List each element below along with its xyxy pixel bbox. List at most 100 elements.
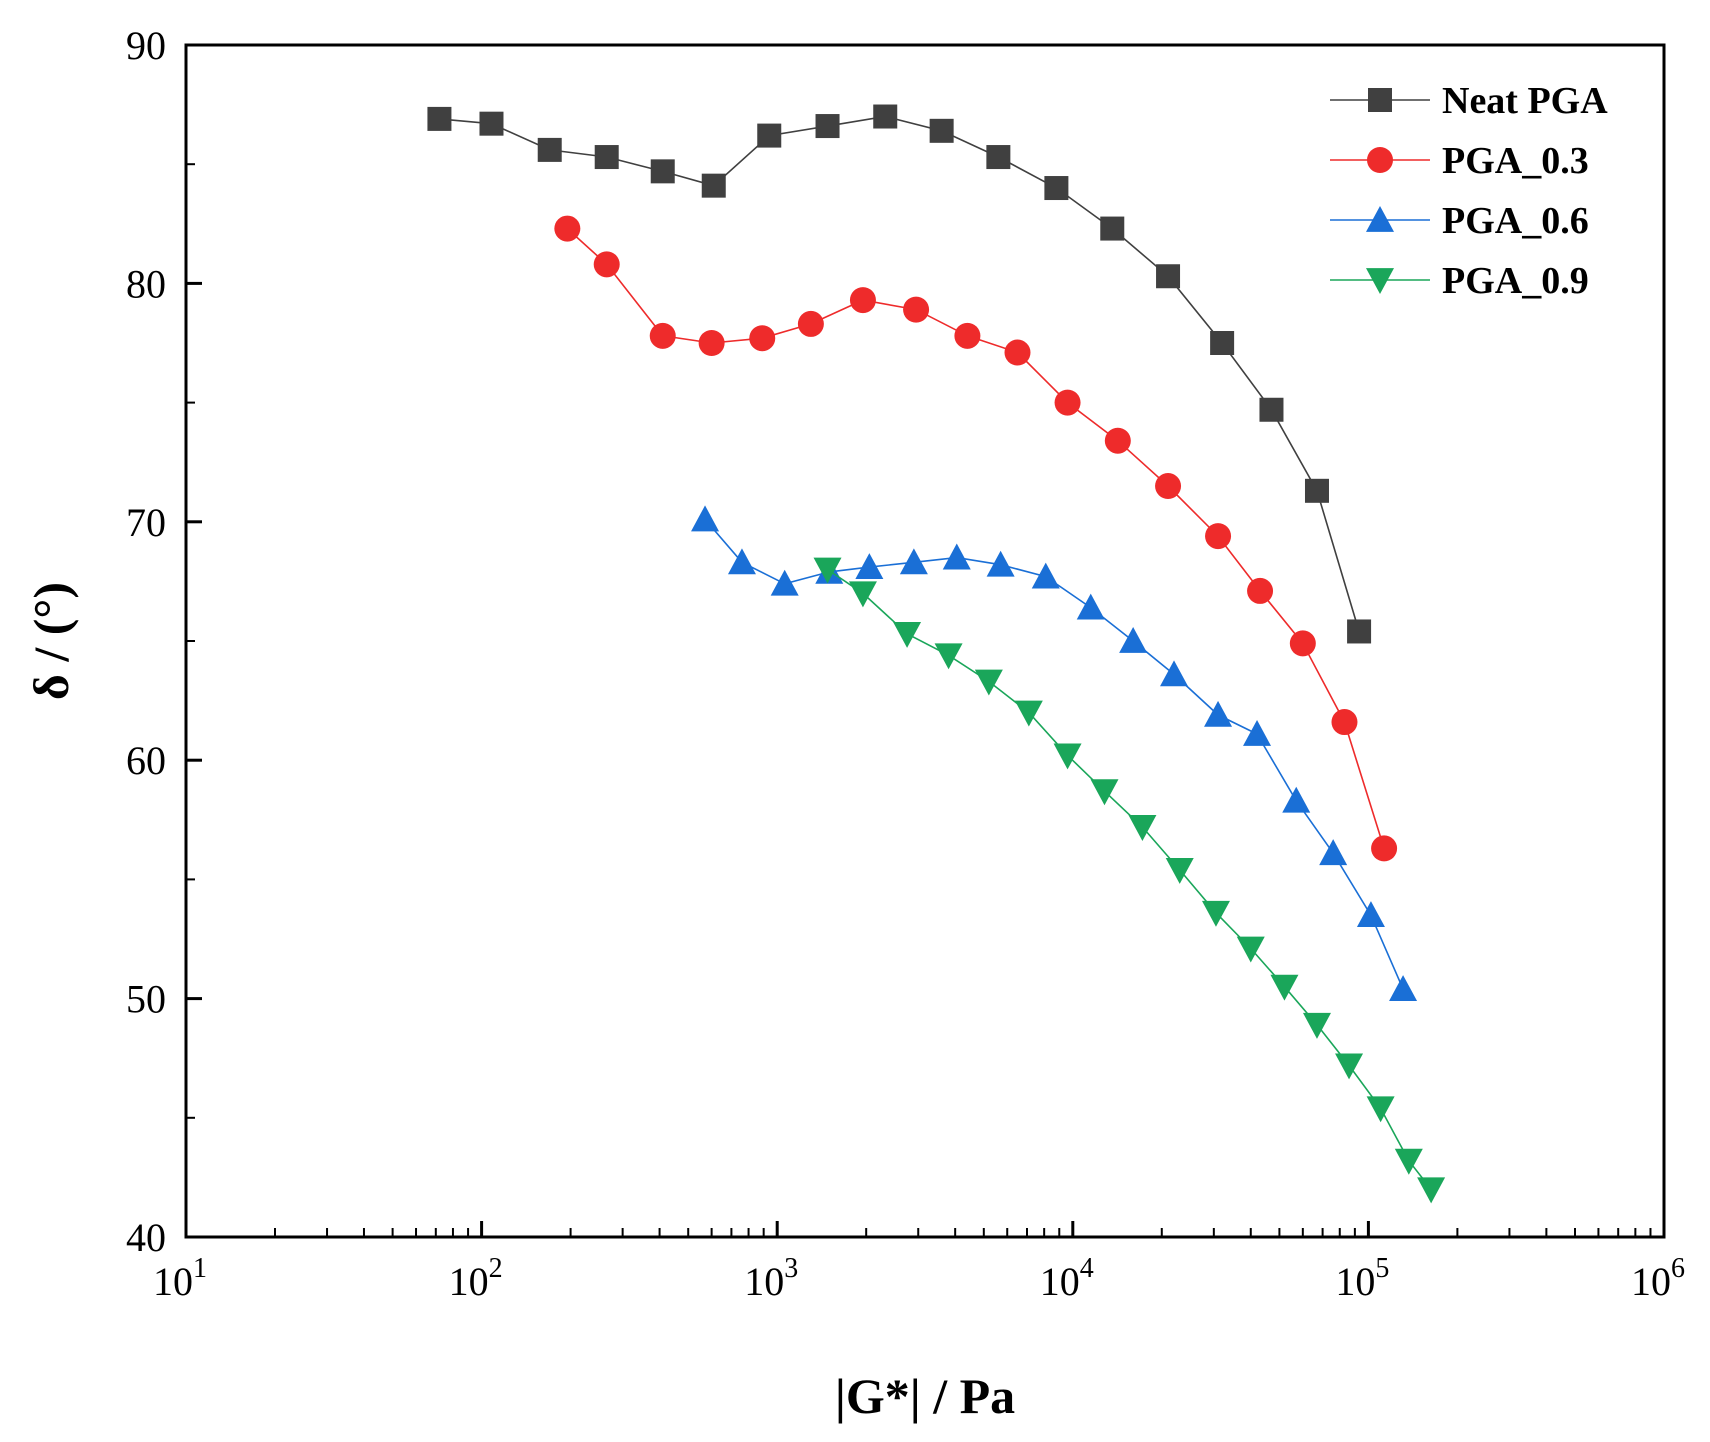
x-tick-label: 105 [1335,1253,1389,1304]
data-point-pga-0-3 [1289,630,1316,657]
data-point-pga-0-3 [1104,427,1131,454]
data-point-pga-0-3 [1155,473,1182,500]
data-point-pga-0-9 [934,643,963,670]
data-point-pga-0-6 [1243,719,1272,746]
data-point-pga-0-3 [849,287,876,314]
data-point-pga-0-9 [1366,1096,1395,1123]
data-point-neat-pga [1259,397,1284,422]
data-point-neat-pga [1156,264,1181,289]
data-point-pga-0-9 [848,581,877,608]
x-tick-label: 106 [1631,1253,1685,1304]
data-point-pga-0-6 [727,548,756,575]
data-point-pga-0-9 [1128,815,1157,841]
data-point-neat-pga [427,106,452,131]
data-point-pga-0-9 [1394,1148,1423,1175]
x-axis-title: |G*| / Pa [835,1368,1015,1424]
data-point-pga-0-9 [813,557,842,584]
legend-marker [1367,147,1393,173]
x-tick-base: 10 [153,1259,193,1304]
data-point-pga-0-6 [1282,786,1311,813]
legend: Neat PGA PGA_0.3 PGA_0.6 PGA_0.9 [1330,80,1608,302]
x-tick-label: 101 [153,1253,207,1304]
x-tick-label: 103 [744,1253,798,1304]
data-point-pga-0-3 [1054,389,1081,416]
data-point-pga-0-3 [554,215,581,242]
data-point-pga-0-6 [1031,562,1060,589]
legend-item-pga-0-3: PGA_0.3 [1330,140,1589,182]
data-point-pga-0-6 [1119,627,1148,653]
data-point-pga-0-6 [1319,839,1348,866]
data-point-pga-0-6 [1204,700,1233,727]
data-point-neat-pga [594,145,619,170]
legend-item-neat-pga: Neat PGA [1330,80,1608,122]
data-point-neat-pga [929,118,954,143]
legend-label: PGA_0.6 [1442,200,1589,242]
data-point-pga-0-3 [698,330,725,356]
data-point-neat-pga [1304,478,1329,503]
y-tick-label: 50 [126,977,166,1022]
data-point-neat-pga [757,123,782,148]
y-tick-label: 70 [126,500,166,545]
x-tick-exponent: 1 [193,1253,207,1284]
series-line-pga-0-6 [704,518,1404,990]
data-point-pga-0-9 [1165,857,1194,884]
data-point-neat-pga [1100,216,1125,241]
x-tick-base: 10 [1040,1259,1080,1304]
data-point-pga-0-6 [1389,975,1418,1001]
x-tick-exponent: 4 [1080,1253,1094,1284]
data-point-neat-pga [701,173,726,198]
legend-label: Neat PGA [1442,80,1608,122]
data-point-pga-0-3 [649,322,676,349]
x-axis-title-text: |G*| / Pa [835,1368,1015,1424]
x-tick-base: 10 [744,1259,784,1304]
legend-marker [1366,206,1394,232]
data-point-pga-0-9 [1201,900,1230,927]
data-point-neat-pga [1210,331,1235,355]
data-point-pga-0-9 [1053,743,1082,770]
data-point-pga-0-3 [797,310,824,337]
series-pga-0-9 [813,557,1446,1204]
series-line-pga-0-3 [566,228,1385,849]
legend-label: PGA_0.3 [1442,140,1589,182]
x-tick-base: 10 [1631,1259,1671,1304]
data-point-pga-0-6 [770,569,799,596]
data-point-pga-0-9 [1417,1177,1446,1204]
data-point-neat-pga [986,145,1011,170]
legend-label: PGA_0.9 [1442,260,1589,302]
data-point-pga-0-3 [749,325,776,352]
data-point-pga-0-9 [1014,700,1043,727]
x-tick-exponent: 6 [1671,1253,1685,1284]
data-point-neat-pga [1347,619,1372,644]
y-axis-title-text: δ / (°) [23,582,79,700]
x-tick-exponent: 2 [489,1253,503,1284]
x-tick-label: 104 [1040,1253,1094,1304]
data-point-pga-0-9 [1302,1012,1331,1039]
data-point-pga-0-9 [893,621,922,648]
series-pga-0-6 [691,505,1418,1001]
y-axis-title: δ / (°) [23,582,79,700]
data-point-pga-0-6 [691,505,720,532]
x-tick-base: 10 [1335,1259,1375,1304]
data-point-pga-0-9 [974,669,1003,696]
legend-marker [1368,88,1392,112]
data-point-pga-0-6 [1076,593,1105,620]
data-point-pga-0-6 [899,548,928,575]
data-point-pga-0-3 [1247,577,1274,604]
data-point-pga-0-9 [1335,1053,1364,1080]
legend-marker [1366,268,1394,294]
series-neat-pga [427,104,1372,644]
series-line-neat-pga [439,115,1360,632]
data-point-pga-0-3 [954,322,981,349]
data-point-neat-pga [873,104,898,129]
legend-item-pga-0-9: PGA_0.9 [1330,260,1589,302]
data-point-pga-0-6 [986,550,1015,577]
data-point-pga-0-3 [1004,339,1031,366]
y-tick-label: 60 [126,738,166,783]
data-point-neat-pga [479,111,504,136]
data-point-pga-0-3 [593,251,620,278]
series-line-pga-0-9 [827,568,1432,1190]
x-tick-label: 102 [449,1253,503,1304]
legend-item-pga-0-6: PGA_0.6 [1330,200,1589,242]
